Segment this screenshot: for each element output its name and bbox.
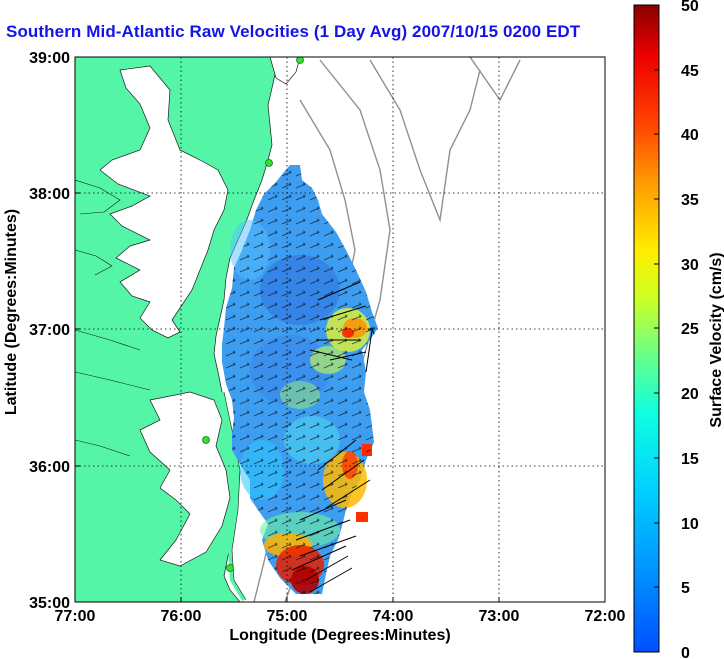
colorbar-ticks bbox=[654, 4, 659, 653]
y-tick-label: 37:00 bbox=[29, 322, 70, 339]
colorbar-tick-label: 15 bbox=[681, 451, 699, 468]
velocity-field bbox=[222, 165, 378, 594]
colorbar-tick-label: 10 bbox=[681, 516, 699, 533]
y-tick-labels: 39:00 38:00 37:00 36:00 35:00 bbox=[29, 50, 70, 612]
colorbar-tick-label: 25 bbox=[681, 321, 699, 338]
grid-lines bbox=[75, 57, 605, 602]
tick-marks bbox=[74, 56, 606, 603]
colorbar-tick-label: 50 bbox=[681, 0, 699, 15]
colorbar-tick-label: 0 bbox=[681, 645, 690, 659]
colorbar-tick-label: 45 bbox=[681, 63, 699, 80]
chesapeake-bay bbox=[99, 65, 229, 339]
colorbar-tick-label: 30 bbox=[681, 257, 699, 274]
x-axis-title: Longitude (Degrees:Minutes) bbox=[229, 627, 450, 644]
colorbar-tick-label: 35 bbox=[681, 192, 699, 209]
x-tick-label: 74:00 bbox=[373, 608, 414, 625]
x-tick-label: 72:00 bbox=[585, 608, 626, 625]
colorbar-tick-labels: 50 45 40 35 30 25 20 15 10 5 0 bbox=[681, 0, 699, 659]
x-tick-label: 75:00 bbox=[267, 608, 308, 625]
y-tick-label: 36:00 bbox=[29, 459, 70, 476]
station-marker bbox=[226, 564, 234, 572]
colorbar-tick-label: 5 bbox=[681, 580, 690, 597]
colorbar-tick-label: 40 bbox=[681, 127, 699, 144]
colorbar-label: Surface Velocity (cm/s) bbox=[708, 252, 724, 427]
station-marker bbox=[265, 159, 273, 167]
y-tick-label: 39:00 bbox=[29, 50, 70, 67]
river-lines bbox=[75, 179, 151, 457]
radar-stations bbox=[202, 57, 304, 572]
barrier-islands bbox=[220, 391, 246, 602]
map-title: Southern Mid-Atlantic Raw Velocities (1 … bbox=[6, 22, 581, 41]
station-marker bbox=[202, 436, 210, 444]
y-tick-label: 38:00 bbox=[29, 186, 70, 203]
pamlico-sound bbox=[139, 391, 231, 567]
x-tick-label: 77:00 bbox=[55, 608, 96, 625]
y-tick-label: 35:00 bbox=[29, 595, 70, 612]
x-tick-label: 76:00 bbox=[161, 608, 202, 625]
colorbar-tick-label: 20 bbox=[681, 386, 699, 403]
station-marker bbox=[296, 57, 304, 64]
delaware-bay bbox=[269, 57, 301, 85]
y-axis-title: Latitude (Degrees:Minutes) bbox=[3, 209, 20, 415]
x-tick-labels: 77:00 76:00 75:00 74:00 73:00 72:00 bbox=[55, 608, 626, 625]
x-tick-label: 73:00 bbox=[479, 608, 520, 625]
